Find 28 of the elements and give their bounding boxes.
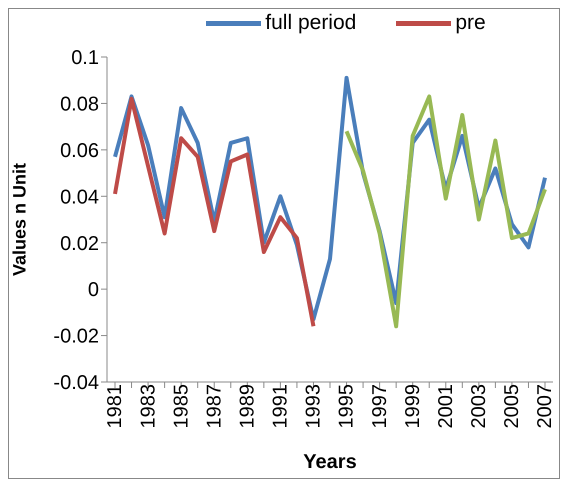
x-tick-label: 1991 bbox=[270, 384, 292, 428]
x-tick-label: 2005 bbox=[501, 384, 524, 428]
y-tick-label: 0.02 bbox=[60, 232, 99, 255]
x-tick-label: 2007 bbox=[534, 384, 556, 428]
x-tick-label: 1997 bbox=[368, 384, 391, 428]
y-tick-label: -0.04 bbox=[53, 372, 99, 394]
x-tick-label: 1989 bbox=[236, 384, 259, 428]
legend-label: pre bbox=[454, 11, 486, 35]
y-tick-label: 0.06 bbox=[60, 140, 99, 162]
x-tick-label: 1987 bbox=[203, 384, 226, 428]
x-tick-label: 2003 bbox=[468, 384, 490, 428]
x-tick-label: 1985 bbox=[170, 384, 192, 428]
x-tick-label: 1999 bbox=[402, 384, 424, 428]
y-axis-title: Values n Unit bbox=[9, 162, 30, 276]
x-tick-label: 1983 bbox=[137, 384, 160, 428]
x-tick-label: 1993 bbox=[302, 384, 325, 428]
y-tick-label: 0.04 bbox=[60, 186, 99, 208]
y-tick-label: 0.1 bbox=[71, 47, 99, 70]
y-tick-label: 0.08 bbox=[60, 94, 99, 116]
x-tick-label: 2001 bbox=[434, 384, 457, 428]
x-tick-label: 1995 bbox=[336, 384, 358, 428]
x-axis-title: Years bbox=[303, 451, 357, 473]
y-tick-label: 0 bbox=[88, 279, 99, 302]
legend-label: full period bbox=[264, 11, 356, 35]
x-tick-label: 1981 bbox=[104, 384, 126, 428]
y-tick-label: -0.02 bbox=[53, 326, 99, 348]
line-series bbox=[113, 96, 316, 328]
line-series bbox=[344, 94, 547, 328]
